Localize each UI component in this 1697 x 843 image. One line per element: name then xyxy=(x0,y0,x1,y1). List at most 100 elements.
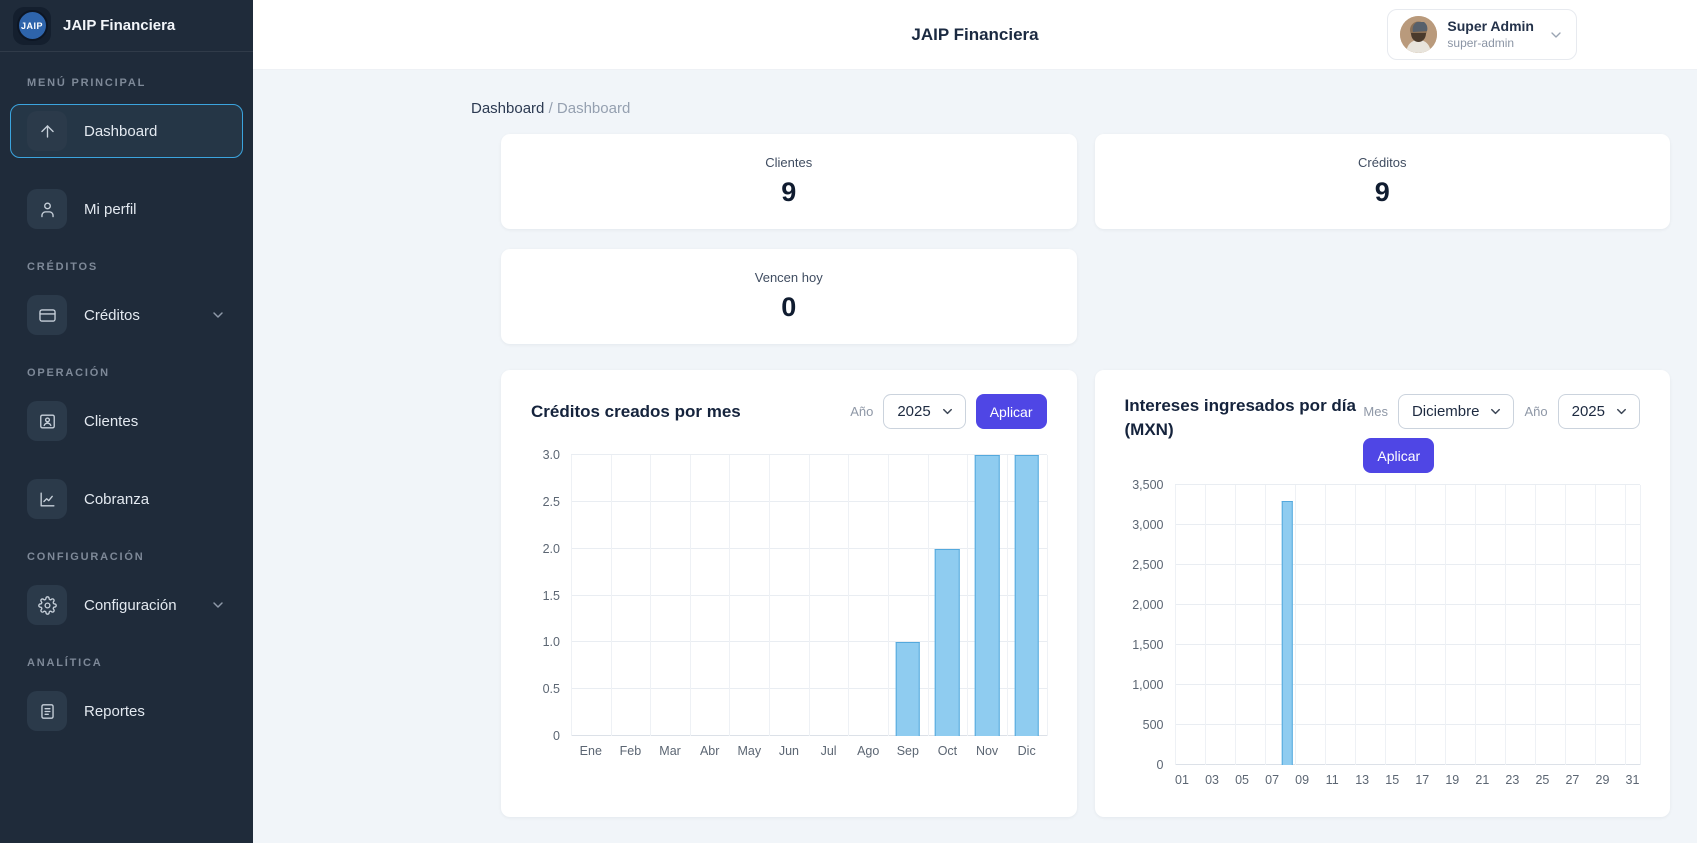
chart-head: Créditos creados por mes Año 2025 Aplica… xyxy=(531,394,1047,429)
sidebar-section-label: OPERACIÓN xyxy=(27,367,110,379)
x-tick-label: Ago xyxy=(857,744,880,758)
sidebar-item-dashboard[interactable]: Dashboard xyxy=(10,104,243,158)
sidebar-item-label: Reportes xyxy=(84,702,145,720)
gridline xyxy=(1174,604,1640,605)
sidebar-section-label: CONFIGURACIÓN xyxy=(27,551,145,563)
id-card-icon xyxy=(27,401,67,441)
sidebar-item-cobranza[interactable]: Cobranza xyxy=(10,472,243,526)
gridline xyxy=(571,454,1047,455)
y-tick-label: 1,500 xyxy=(1132,638,1164,652)
gridline xyxy=(1294,485,1296,765)
plot-column: 01 03 05 07 09 11 13 15 17 19 21 23 25 27 29 31 xyxy=(1174,484,1641,791)
gear-icon xyxy=(27,585,67,625)
y-tick-label: 2.5 xyxy=(542,494,560,509)
gridline xyxy=(1174,524,1640,525)
breadcrumb-current: Dashboard xyxy=(556,100,631,117)
brand-logo-text: JAIP xyxy=(16,10,48,41)
x-tick-label: Ene xyxy=(579,744,602,758)
x-tick-label: 19 xyxy=(1445,773,1460,787)
brand-row: JAIP JAIP Financiera xyxy=(0,0,253,52)
gridline xyxy=(1624,485,1626,765)
y-tick-label: 3,000 xyxy=(1132,518,1164,532)
chart-title: Créditos creados por mes xyxy=(531,401,741,421)
y-tick-label: 1,000 xyxy=(1132,678,1164,692)
gridline xyxy=(1564,485,1566,765)
sidebar-item-label: Cobranza xyxy=(84,490,150,508)
gridline xyxy=(808,455,810,736)
gridline xyxy=(1174,485,1176,765)
chart-controls: Mes Diciembre Año 2025 xyxy=(1363,394,1640,473)
y-tick-label: 1.0 xyxy=(542,635,560,650)
breadcrumb-parent[interactable]: Dashboard xyxy=(471,100,545,117)
gridline xyxy=(1174,724,1640,725)
plot-area xyxy=(571,454,1048,736)
gridline xyxy=(1174,684,1640,685)
x-tick-label: 11 xyxy=(1325,773,1339,787)
user-name: Super Admin xyxy=(1447,18,1534,35)
report-icon xyxy=(27,691,67,731)
page-title: JAIP Financiera xyxy=(911,24,1039,44)
year-select[interactable]: 2025 xyxy=(883,394,966,429)
gridline xyxy=(729,455,731,736)
month-select[interactable]: Diciembre xyxy=(1397,394,1515,429)
sidebar-item-configuracion[interactable]: Configuración xyxy=(10,578,243,632)
gridline xyxy=(689,455,691,736)
topbar: JAIP Financiera Super Admin super-admin xyxy=(253,0,1697,70)
year-select-value: 2025 xyxy=(1571,403,1605,420)
chevron-down-icon xyxy=(210,597,226,613)
x-tick-label: 13 xyxy=(1355,773,1370,787)
bar-chart-intereses-por-dia: 0 500 1,000 1,500 2,000 2,500 3,000 3,500 01 03 05… xyxy=(1125,478,1641,791)
y-tick-label: 2,500 xyxy=(1132,558,1164,572)
sidebar-item-creditos[interactable]: Créditos xyxy=(10,288,243,342)
x-axis: Ene Feb Mar Abr May Jun Jul Ago Sep Oct Nov Dic xyxy=(571,736,1047,762)
sidebar-section-label: CRÉDITOS xyxy=(27,261,99,273)
x-tick-label: Abr xyxy=(699,744,720,758)
stat-value: 9 xyxy=(781,177,797,207)
month-select-value: Diciembre xyxy=(1411,403,1480,420)
x-tick-label: 03 xyxy=(1205,773,1219,787)
x-tick-label: 29 xyxy=(1595,773,1610,787)
content: Dashboard / Dashboard Clientes 9 Crédito… xyxy=(253,70,1697,843)
gridline xyxy=(1534,485,1536,765)
sidebar-item-label: Clientes xyxy=(84,412,139,430)
user-menu-button[interactable]: Super Admin super-admin xyxy=(1387,9,1577,60)
sidebar-item-label: Configuración xyxy=(84,596,177,614)
apply-button[interactable]: Aplicar xyxy=(1363,438,1435,473)
gridline xyxy=(1474,485,1476,765)
gridline xyxy=(769,455,771,736)
y-tick-label: 2,000 xyxy=(1132,598,1164,612)
chart-head: Intereses ingresados por día (MXN) Mes D… xyxy=(1124,394,1640,473)
chevron-down-icon xyxy=(940,404,955,419)
x-tick-label: Mar xyxy=(659,744,681,758)
user-icon xyxy=(27,189,67,229)
chart-controls: Año 2025 Aplicar xyxy=(850,394,1047,429)
x-tick-label: 17 xyxy=(1415,773,1430,787)
user-role: super-admin xyxy=(1447,35,1515,50)
plot-column: Ene Feb Mar Abr May Jun Jul Ago Sep Oct Nov Dic xyxy=(571,454,1048,762)
gridline xyxy=(650,455,652,736)
year-select[interactable]: 2025 xyxy=(1557,394,1640,429)
x-tick-label: 01 xyxy=(1175,773,1189,787)
chevron-down-icon xyxy=(1614,404,1629,419)
sidebar-item-clientes[interactable]: Clientes xyxy=(10,394,243,448)
line-chart-icon xyxy=(27,479,67,519)
chart-title: Intereses ingresados por día (MXN) xyxy=(1124,396,1356,439)
stat-label: Clientes xyxy=(765,155,813,170)
sidebar: JAIP JAIP Financiera MENÚ PRINCIPAL Dashb… xyxy=(0,0,253,843)
chart-bar-dic xyxy=(1014,455,1039,736)
gridline xyxy=(1174,484,1640,485)
y-tick-label: 1.5 xyxy=(542,588,560,603)
breadcrumb: Dashboard / Dashboard xyxy=(253,70,1697,117)
x-tick-label: Feb xyxy=(619,744,642,758)
year-select-value: 2025 xyxy=(897,403,931,420)
sidebar-item-mi-perfil[interactable]: Mi perfil xyxy=(10,182,243,236)
gridline xyxy=(1414,485,1416,765)
selects-row: Mes Diciembre Año 2025 xyxy=(1363,394,1640,429)
chevron-down-icon xyxy=(210,307,226,323)
sidebar-item-reportes[interactable]: Reportes xyxy=(10,684,243,738)
apply-button[interactable]: Aplicar xyxy=(975,394,1047,429)
x-tick-label: Jul xyxy=(820,744,837,758)
sidebar-item-label: Mi perfil xyxy=(84,200,137,218)
x-tick-label: 05 xyxy=(1235,773,1250,787)
